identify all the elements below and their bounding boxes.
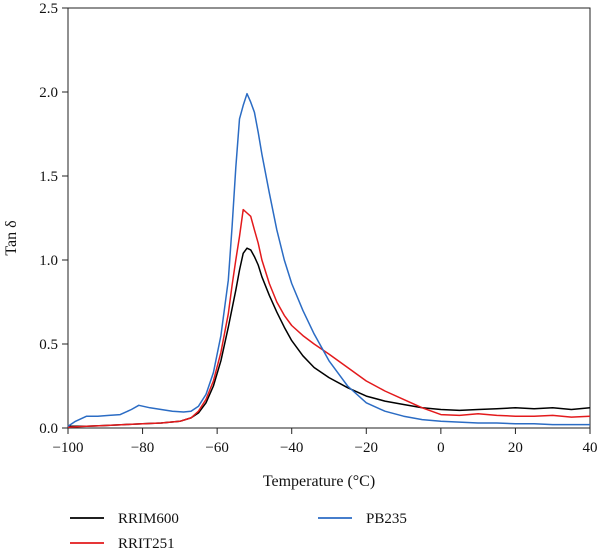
x-tick-label: −80 [131,440,154,456]
series-line-rrim600 [68,247,591,428]
series-layer [67,92,591,428]
plot-frame [67,7,591,429]
series-line-rrit251 [67,208,591,428]
x-tick-label: 20 [508,440,523,456]
y-tick-label: 2.0 [39,85,58,101]
y-tick-label: 2.5 [39,1,58,17]
x-tick-label: −20 [355,440,378,456]
legend-label-pb235: PB235 [366,511,407,527]
x-tick-label: −100 [53,440,84,456]
y-tick-label: 1.0 [39,253,58,269]
x-axis-label: Temperature (°C) [263,473,375,490]
legend-label-rrim600: RRIM600 [118,511,179,527]
legend-label-rrit251: RRIT251 [118,536,175,551]
x-tick-label: 0 [437,440,445,456]
x-tick-label: −40 [280,440,303,456]
y-tick-label: 1.5 [39,169,58,185]
y-tick-label: 0.0 [39,421,58,437]
legend: RRIM600 RRIT251 PB235 [70,511,407,551]
y-axis-label: Tan δ [3,220,20,255]
plot-area [67,7,591,429]
series-line-pb235 [67,92,590,427]
y-tick-label: 0.5 [39,337,58,353]
x-tick-label: 40 [583,440,598,456]
x-axis: −100 −80 −60 −40 −20 0 20 40 [53,428,598,456]
x-tick-label: −60 [205,440,228,456]
y-axis: 0.0 0.5 1.0 1.5 2.0 2.5 [39,1,68,437]
